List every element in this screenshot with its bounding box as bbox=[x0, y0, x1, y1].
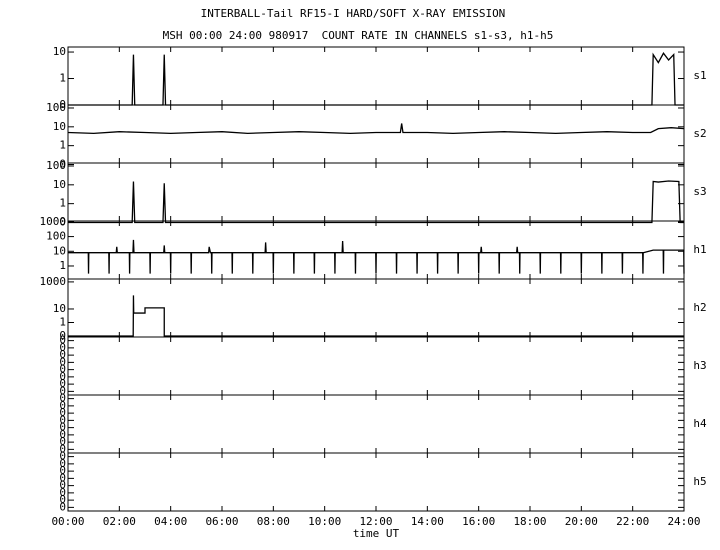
y-tick-label: 0 bbox=[59, 98, 66, 111]
panel-frame bbox=[67, 162, 685, 222]
panel-frame bbox=[67, 104, 685, 164]
x-tick-label: 10:00 bbox=[308, 515, 341, 528]
y-tick-label: 100 bbox=[46, 230, 66, 243]
panel-label: h5 bbox=[693, 475, 706, 488]
x-tick-label: 12:00 bbox=[359, 515, 392, 528]
y-tick-label: 0 bbox=[59, 413, 66, 426]
y-tick-label: 10 bbox=[53, 45, 66, 58]
y-tick-label: 1 bbox=[59, 259, 66, 272]
y-tick-label: 0 bbox=[59, 363, 66, 376]
x-tick-label: 06:00 bbox=[205, 515, 238, 528]
x-tick-label: 18:00 bbox=[513, 515, 546, 528]
y-tick-label: 0 bbox=[59, 428, 66, 441]
x-tick-label: 02:00 bbox=[103, 515, 136, 528]
y-tick-label: 10 bbox=[53, 302, 66, 315]
y-tick-label: 0 bbox=[59, 493, 66, 506]
x-axis-label: time UT bbox=[353, 527, 400, 540]
y-tick-label: 1 bbox=[59, 197, 66, 210]
panel-frame bbox=[67, 452, 685, 512]
y-tick-label: 100 bbox=[46, 101, 66, 114]
y-tick-label: 1 bbox=[59, 139, 66, 152]
x-tick-label: 20:00 bbox=[565, 515, 598, 528]
panel-label: h4 bbox=[693, 417, 707, 430]
x-tick-label: 08:00 bbox=[257, 515, 290, 528]
y-tick-label: 0 bbox=[59, 471, 66, 484]
y-tick-label: 1000 bbox=[40, 275, 67, 288]
chart-title: INTERBALL-Tail RF15-I HARD/SOFT X-RAY EM… bbox=[201, 7, 506, 20]
y-tick-label: 0 bbox=[59, 450, 66, 463]
trace bbox=[68, 180, 684, 224]
y-tick-label: 10 bbox=[53, 178, 66, 191]
panel-label: s1 bbox=[693, 69, 706, 82]
y-tick-label: 0 bbox=[59, 399, 66, 412]
trace bbox=[68, 52, 684, 106]
y-tick-label: 0 bbox=[59, 377, 66, 390]
y-tick-label: 0 bbox=[59, 329, 66, 342]
y-tick-label: 0 bbox=[59, 334, 66, 347]
panel-frame bbox=[67, 394, 685, 454]
x-tick-label: 16:00 bbox=[462, 515, 495, 528]
y-tick-label: 0 bbox=[59, 479, 66, 492]
y-tick-label: 0 bbox=[59, 341, 66, 354]
chart-subtitle: MSH 00:00 24:00 980917 COUNT RATE IN CHA… bbox=[163, 29, 554, 42]
panel-label: h2 bbox=[693, 301, 706, 314]
y-tick-label: 1000 bbox=[40, 215, 67, 228]
y-tick-label: 0 bbox=[59, 215, 66, 228]
y-tick-label: 0 bbox=[59, 370, 66, 383]
panel-frame bbox=[67, 336, 685, 396]
y-tick-label: 0 bbox=[59, 500, 66, 513]
x-tick-label: 14:00 bbox=[411, 515, 444, 528]
trace bbox=[67, 123, 685, 135]
x-tick-label: 24:00 bbox=[667, 515, 700, 528]
y-tick-label: 1 bbox=[59, 72, 66, 85]
panel-label: s2 bbox=[693, 127, 706, 140]
trace bbox=[68, 295, 684, 337]
y-tick-label: 0 bbox=[59, 157, 66, 170]
y-tick-label: 0 bbox=[59, 348, 66, 361]
y-tick-label: 0 bbox=[59, 457, 66, 470]
panel-label: h1 bbox=[693, 243, 706, 256]
y-tick-label: 0 bbox=[59, 442, 66, 455]
y-tick-label: 0 bbox=[59, 435, 66, 448]
y-tick-label: 0 bbox=[59, 486, 66, 499]
y-tick-label: 0 bbox=[59, 421, 66, 434]
panel-label: h3 bbox=[693, 359, 706, 372]
panel-frame bbox=[67, 46, 685, 106]
y-tick-label: 10 bbox=[53, 120, 66, 133]
y-tick-label: 0 bbox=[59, 464, 66, 477]
panel-label: s3 bbox=[693, 185, 706, 198]
y-tick-label: 10 bbox=[53, 244, 66, 257]
x-tick-label: 04:00 bbox=[154, 515, 187, 528]
x-tick-label: 00:00 bbox=[51, 515, 84, 528]
y-tick-label: 0 bbox=[59, 355, 66, 368]
x-tick-label: 22:00 bbox=[616, 515, 649, 528]
y-tick-label: 0 bbox=[59, 392, 66, 405]
y-tick-label: 0 bbox=[59, 406, 66, 419]
trace bbox=[68, 239, 685, 274]
y-tick-label: 100 bbox=[46, 159, 66, 172]
y-tick-label: 0 bbox=[59, 384, 66, 397]
y-tick-label: 1 bbox=[59, 316, 66, 329]
